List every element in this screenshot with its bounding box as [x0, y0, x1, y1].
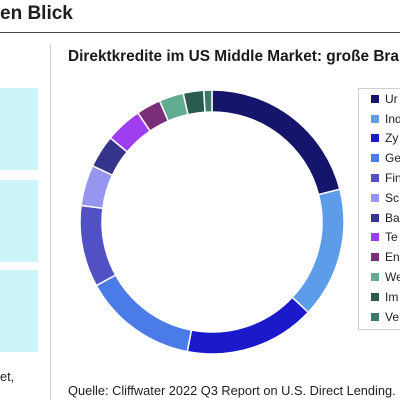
- legend-item: Ur: [359, 89, 400, 109]
- page-title: en Blick: [0, 3, 73, 24]
- legend-label: Ba: [385, 210, 400, 225]
- donut-slice-ge: [95, 273, 193, 353]
- legend-swatch: [371, 292, 379, 301]
- left-column-text: et,: [0, 369, 15, 384]
- legend-swatch: [371, 213, 379, 222]
- legend-item: Ba: [359, 208, 400, 228]
- legend-swatch: [371, 154, 379, 163]
- legend-label: Zy: [385, 131, 399, 146]
- legend-swatch: [371, 134, 379, 143]
- legend-swatch: [371, 114, 379, 123]
- legend-item: We: [359, 267, 400, 287]
- legend-item: En: [359, 247, 400, 267]
- legend-item: Zy: [359, 129, 400, 149]
- legend-item: Fin: [359, 168, 400, 188]
- donut-chart: [79, 89, 345, 355]
- legend-label: En: [385, 250, 400, 265]
- legend-item: Te: [359, 228, 400, 248]
- legend-label: Ge: [385, 151, 400, 166]
- legend-item: Sc: [359, 188, 400, 208]
- legend-item: Im: [359, 287, 400, 307]
- legend-item: Ve: [359, 307, 400, 327]
- legend-item: Ge: [359, 148, 400, 168]
- legend-label: Te: [385, 230, 398, 245]
- info-box: [0, 180, 38, 262]
- donut-slice-ur: [211, 89, 341, 196]
- legend-label: Ve: [385, 309, 400, 324]
- column-divider: [50, 44, 51, 400]
- header-rule: [0, 32, 400, 33]
- legend-swatch: [371, 94, 379, 103]
- donut-slice-ve: [202, 89, 213, 114]
- info-box: [0, 270, 38, 352]
- legend-label: Fin: [385, 171, 400, 186]
- legend-item: Ind: [359, 109, 400, 129]
- chart-title: Direktkredite im US Middle Market: große…: [68, 48, 399, 65]
- legend-label: Ind: [385, 111, 400, 126]
- chart-source: Quelle: Cliffwater 2022 Q3 Report on U.S…: [68, 383, 396, 398]
- legend-swatch: [371, 273, 379, 282]
- legend-label: We: [385, 270, 400, 285]
- legend-swatch: [371, 233, 379, 242]
- legend-swatch: [371, 253, 379, 262]
- legend-swatch: [371, 312, 379, 321]
- donut-slice-ind: [291, 188, 345, 314]
- donut-slice-zy: [186, 296, 310, 355]
- legend-label: Im: [385, 289, 399, 304]
- donut-slice-fin: [79, 204, 117, 287]
- legend-label: Ur: [385, 91, 398, 106]
- legend-swatch: [371, 193, 379, 202]
- info-box: [0, 88, 38, 170]
- chart-legend: Ur Ind Zy Ge Fin Sc Ba Te En We Im Ve: [358, 88, 400, 330]
- donut-slice-im: [182, 89, 206, 116]
- legend-label: Sc: [385, 190, 400, 205]
- legend-swatch: [371, 174, 379, 183]
